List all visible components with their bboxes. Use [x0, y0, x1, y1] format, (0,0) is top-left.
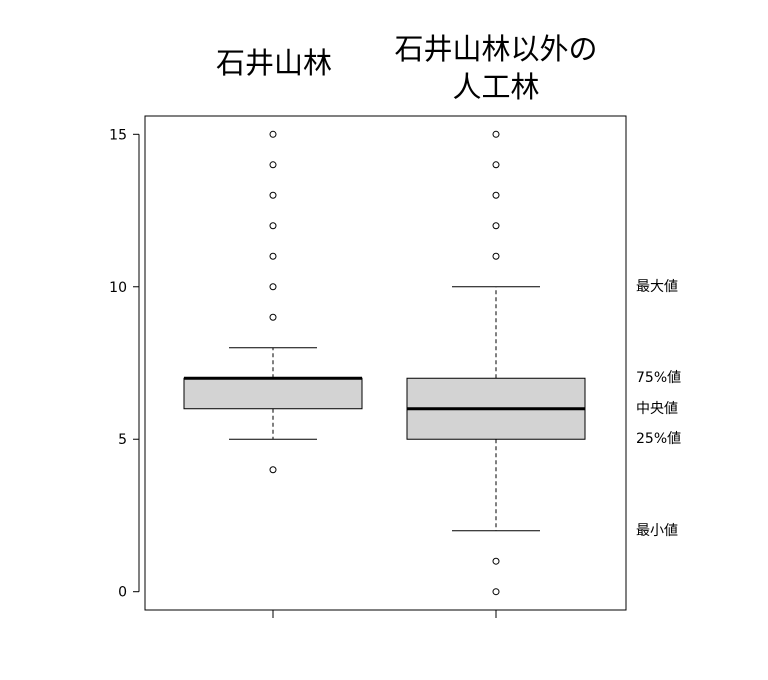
group-title-ishii-line-1: 石井山林	[215, 46, 332, 80]
box-group	[406, 130, 586, 596]
group-title-ishii: 石井山林	[174, 44, 374, 82]
plot-frame	[144, 115, 627, 611]
outlier-point	[269, 466, 277, 474]
outlier-point	[269, 222, 277, 230]
outlier-point	[492, 588, 500, 596]
group-title-other-line-1: 石井山林以外の	[394, 32, 598, 66]
outlier-point	[492, 557, 500, 565]
outlier-point	[269, 313, 277, 321]
outlier-point	[492, 191, 500, 199]
annotation-label: 最大値	[636, 278, 678, 295]
outlier-point	[492, 161, 500, 169]
outlier-point	[269, 130, 277, 138]
box-groups	[183, 130, 586, 596]
y-tick-label: 5	[118, 432, 127, 448]
box-group	[183, 130, 363, 474]
annotation-label: 中央値	[636, 400, 678, 417]
y-tick-label: 10	[109, 280, 127, 296]
outlier-point	[269, 191, 277, 199]
y-tick-label: 15	[109, 127, 127, 143]
annotation-label: 25%値	[636, 431, 682, 448]
group-title-other: 石井山林以外の 人工林	[366, 30, 626, 106]
y-tick-label: 0	[118, 585, 127, 601]
outlier-point	[492, 252, 500, 260]
group-title-other-line-2: 人工林	[452, 70, 540, 104]
outlier-point	[492, 222, 500, 230]
iqr-box	[183, 377, 363, 410]
outlier-point	[269, 283, 277, 291]
y-axis: 0 5 10 15	[109, 127, 140, 601]
x-axis	[272, 610, 497, 618]
outlier-point	[269, 252, 277, 260]
annotation-label: 最小値	[636, 522, 678, 539]
annotation-label: 75%値	[636, 370, 682, 387]
outlier-point	[492, 130, 500, 138]
outlier-point	[269, 161, 277, 169]
